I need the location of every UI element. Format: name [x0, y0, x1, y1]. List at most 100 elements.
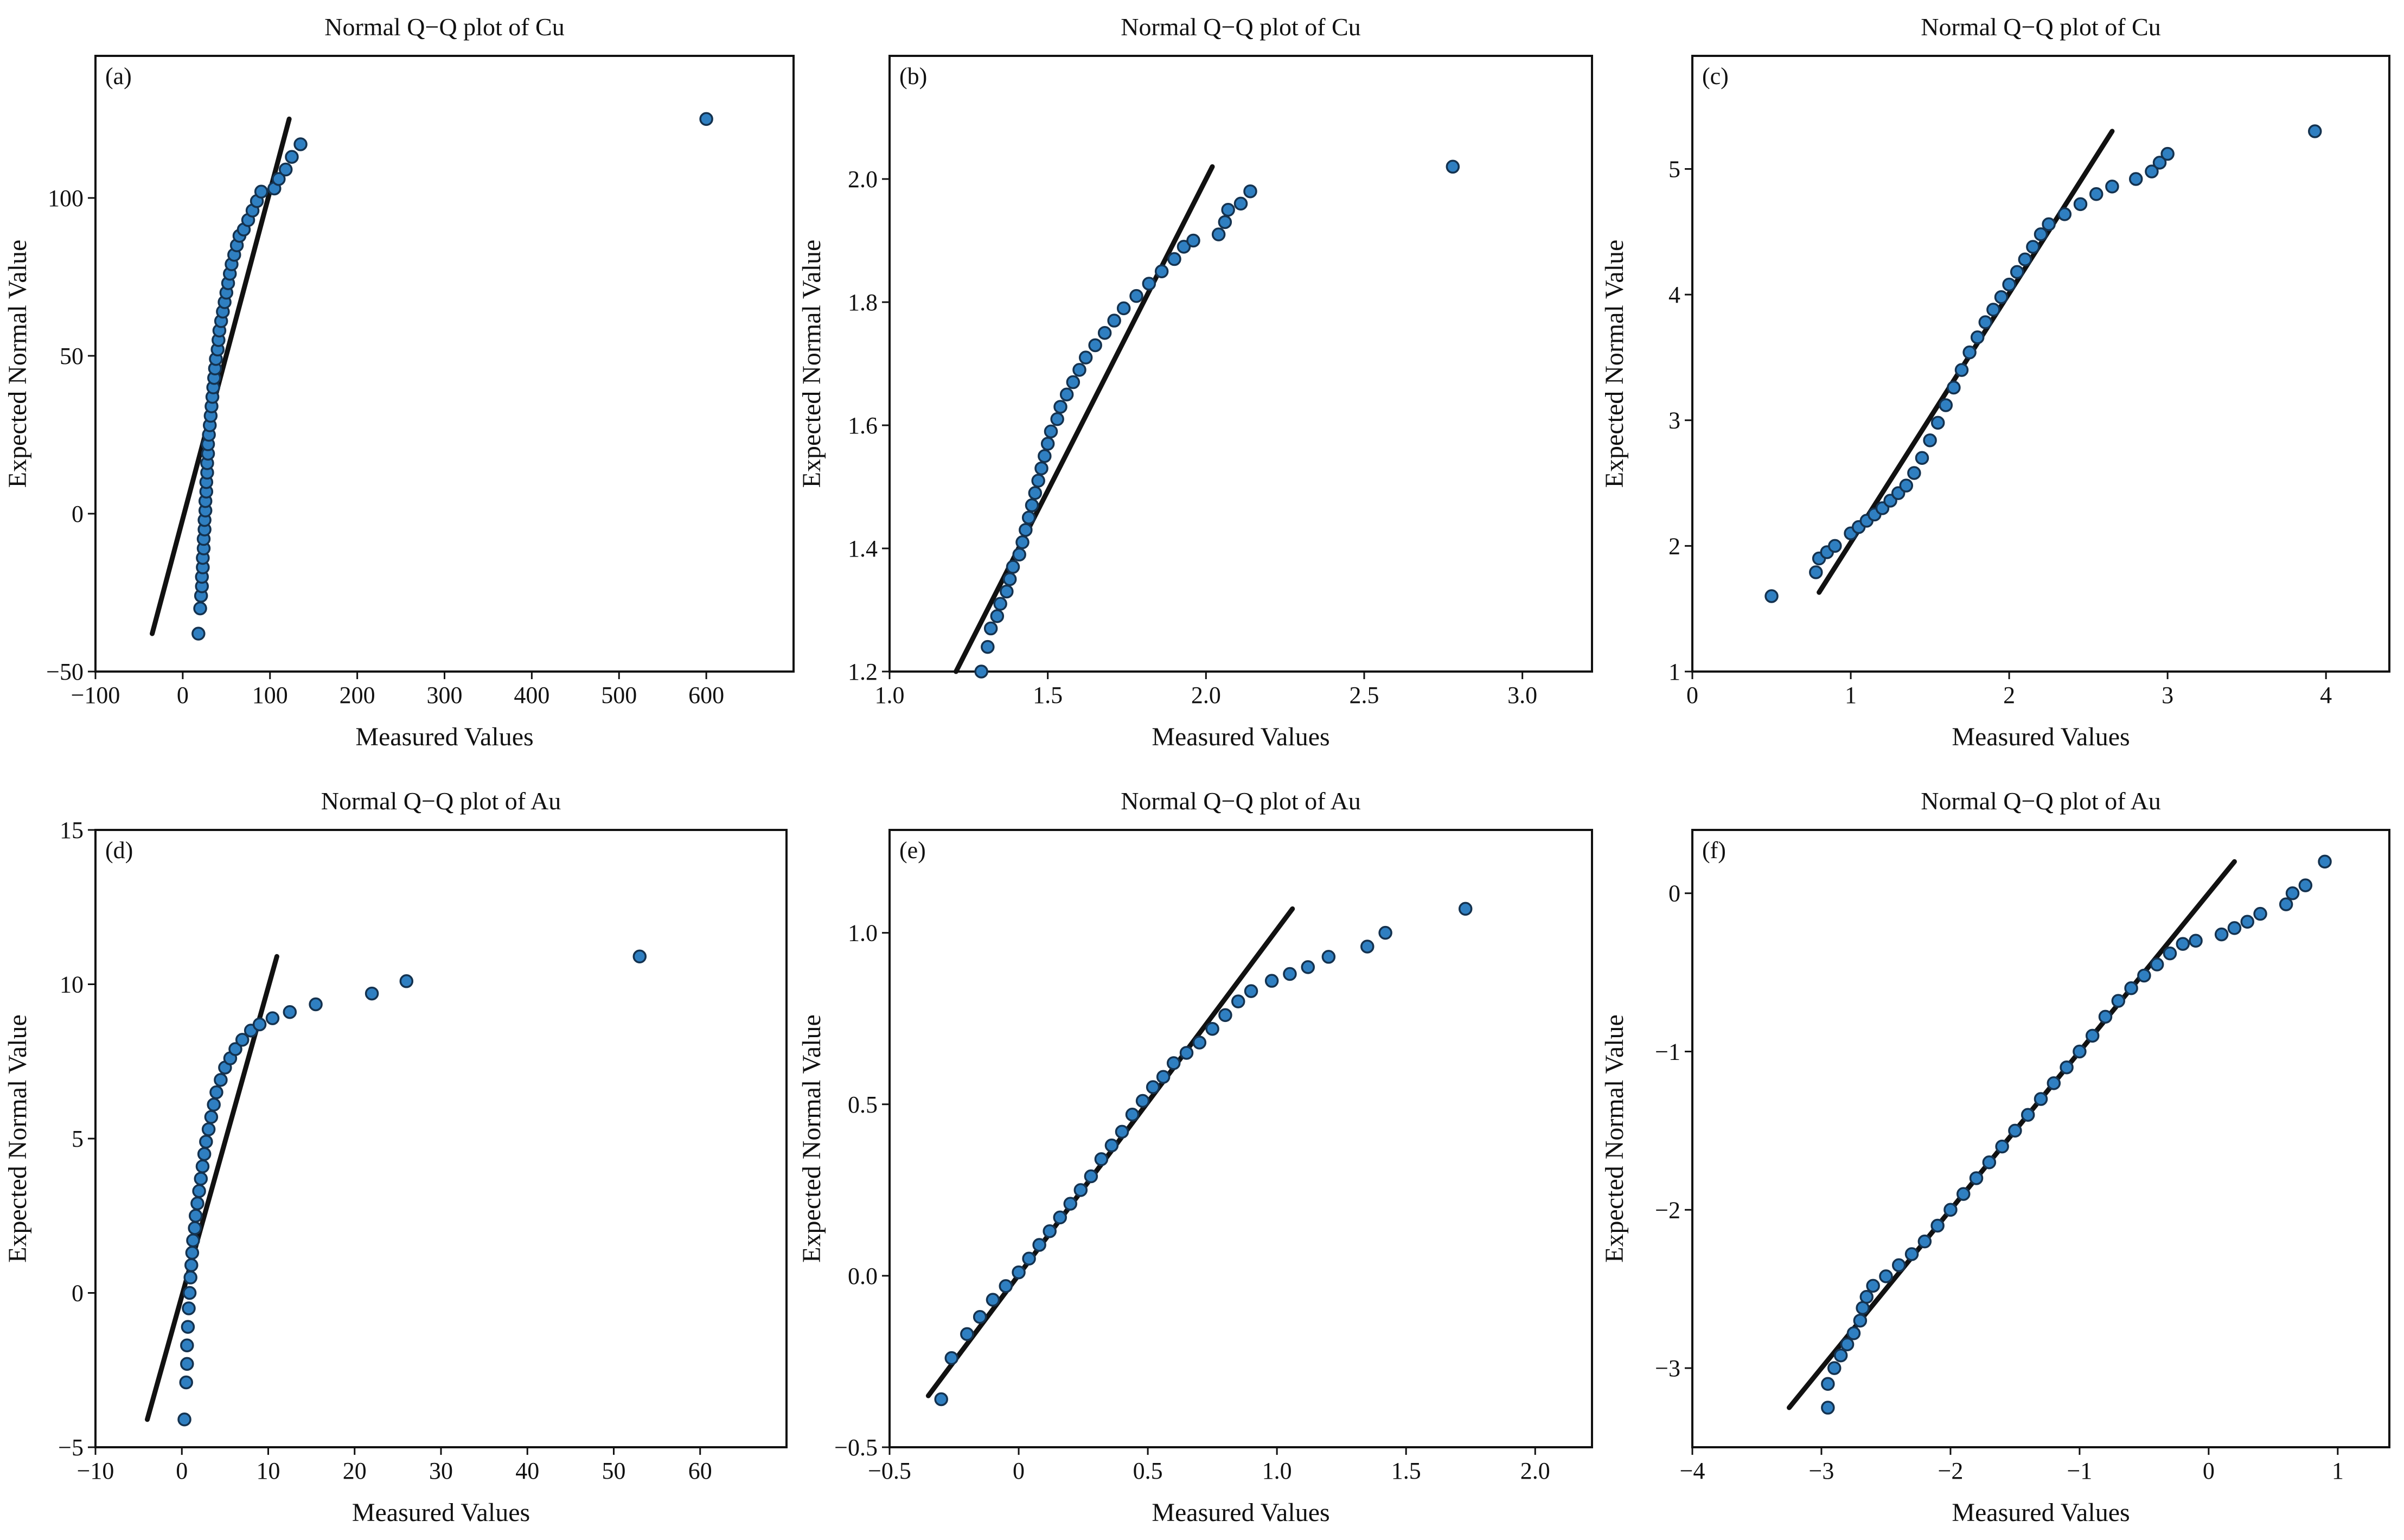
- data-point: [1050, 412, 1064, 426]
- y-tick-label: 5: [1668, 156, 1680, 182]
- data-point: [1360, 940, 1374, 954]
- reference-line: [925, 906, 1295, 1398]
- x-tick-label: 4: [2320, 682, 2332, 708]
- x-axis-label: Measured Values: [1952, 1498, 2130, 1527]
- x-tick-label: 10: [257, 1458, 280, 1484]
- data-point: [1053, 1210, 1067, 1225]
- data-point: [285, 150, 299, 164]
- data-point: [235, 1033, 250, 1047]
- data-point: [1939, 398, 1953, 412]
- y-tick-label: 1.8: [848, 289, 878, 316]
- data-point: [1243, 184, 1257, 199]
- panel-label: (c): [1702, 63, 1729, 90]
- x-tick-label: 400: [514, 682, 549, 708]
- x-tick-label: 2.5: [1350, 682, 1379, 708]
- data-point: [2240, 915, 2254, 929]
- data-point: [2152, 156, 2167, 170]
- data-point: [1853, 1313, 1868, 1328]
- data-point: [1378, 925, 1392, 940]
- data-point: [1040, 437, 1055, 451]
- data-point: [2042, 217, 2056, 232]
- data-point: [204, 1110, 219, 1124]
- y-tick-label: −50: [46, 659, 84, 685]
- data-point: [2318, 854, 2332, 869]
- data-point: [190, 1196, 204, 1211]
- data-point: [228, 1042, 242, 1056]
- x-tick-label: 0: [1013, 1458, 1025, 1484]
- data-point: [1827, 1361, 1842, 1375]
- data-point: [185, 1245, 200, 1260]
- y-tick-label: 1.2: [848, 659, 878, 685]
- y-tick-label: 0: [1668, 880, 1680, 907]
- data-point: [2057, 207, 2072, 221]
- x-tick-label: −2: [1938, 1458, 1964, 1484]
- data-point: [1833, 1349, 1848, 1363]
- data-point: [2010, 265, 2024, 279]
- chart-title: Normal Q−Q plot of Au: [321, 787, 561, 815]
- data-point: [1970, 330, 1985, 344]
- data-point: [182, 1286, 197, 1300]
- data-point: [2089, 187, 2104, 201]
- x-tick-label: 1.5: [1391, 1458, 1421, 1484]
- x-tick-label: 0: [1686, 682, 1698, 708]
- data-point: [2021, 1108, 2035, 1122]
- chart-title: Normal Q−Q plot of Cu: [1921, 13, 2160, 41]
- data-point: [1446, 159, 1460, 174]
- data-point: [1000, 584, 1014, 599]
- data-point: [1879, 1269, 1893, 1283]
- data-point: [1264, 974, 1279, 988]
- data-point: [1154, 264, 1169, 278]
- data-point: [1891, 1258, 1906, 1273]
- data-point: [1066, 375, 1080, 389]
- x-tick-label: 0.5: [1133, 1458, 1163, 1484]
- data-point: [1233, 196, 1248, 211]
- plot-frame: [1691, 829, 2390, 1448]
- data-point: [1135, 1094, 1150, 1108]
- panel-label: (b): [899, 63, 927, 90]
- data-point: [2105, 180, 2119, 194]
- y-tick-label: −1: [1655, 1039, 1680, 1065]
- data-point: [973, 1310, 987, 1324]
- y-axis-label: Expected Normal Value: [3, 1014, 32, 1263]
- data-point: [934, 1392, 948, 1407]
- data-point: [1179, 1046, 1194, 1060]
- data-point: [1034, 461, 1048, 476]
- x-axis-label: Measured Values: [1152, 723, 1329, 751]
- data-point: [1146, 1080, 1160, 1094]
- y-tick-label: −5: [58, 1434, 84, 1461]
- y-tick-label: 50: [60, 343, 84, 369]
- data-point: [1821, 1401, 1835, 1415]
- data-point: [2002, 277, 2016, 292]
- data-point: [181, 1320, 195, 1334]
- data-point: [1899, 478, 1914, 493]
- data-point: [1859, 1290, 1874, 1304]
- qq-panel-2: Normal Q−Q plot of Cu (b) 1.0 1.5 2.0 2.5 3.0 1…: [797, 13, 1593, 751]
- data-point: [278, 162, 293, 177]
- chart-title: Normal Q−Q plot of Cu: [324, 13, 564, 41]
- y-tick-label: 1.4: [848, 535, 878, 562]
- data-point: [2137, 968, 2151, 983]
- x-tick-label: 1: [2332, 1458, 2344, 1484]
- data-point: [2060, 1060, 2074, 1075]
- x-tick-label: 50: [602, 1458, 626, 1484]
- x-tick-label: 1.0: [1262, 1458, 1292, 1484]
- data-point: [1846, 1326, 1861, 1340]
- data-point: [1244, 984, 1258, 998]
- x-tick-label: −4: [1680, 1458, 1705, 1484]
- x-tick-label: 1: [1845, 682, 1857, 708]
- data-point: [1006, 560, 1020, 574]
- data-point: [2008, 1123, 2022, 1138]
- y-tick-label: 15: [60, 817, 84, 844]
- x-tick-label: 600: [688, 682, 724, 708]
- y-tick-label: 2.0: [848, 166, 878, 193]
- data-point: [191, 627, 206, 641]
- x-axis-label: Measured Values: [1152, 1498, 1329, 1527]
- data-point: [2034, 227, 2048, 241]
- data-point: [1917, 1234, 1932, 1249]
- y-tick-label: 0: [72, 501, 84, 527]
- data-point: [179, 1375, 193, 1390]
- data-point: [1012, 1265, 1026, 1280]
- data-point: [2018, 252, 2032, 266]
- x-tick-label: 40: [515, 1458, 539, 1484]
- y-axis-label: Expected Normal Value: [3, 240, 32, 488]
